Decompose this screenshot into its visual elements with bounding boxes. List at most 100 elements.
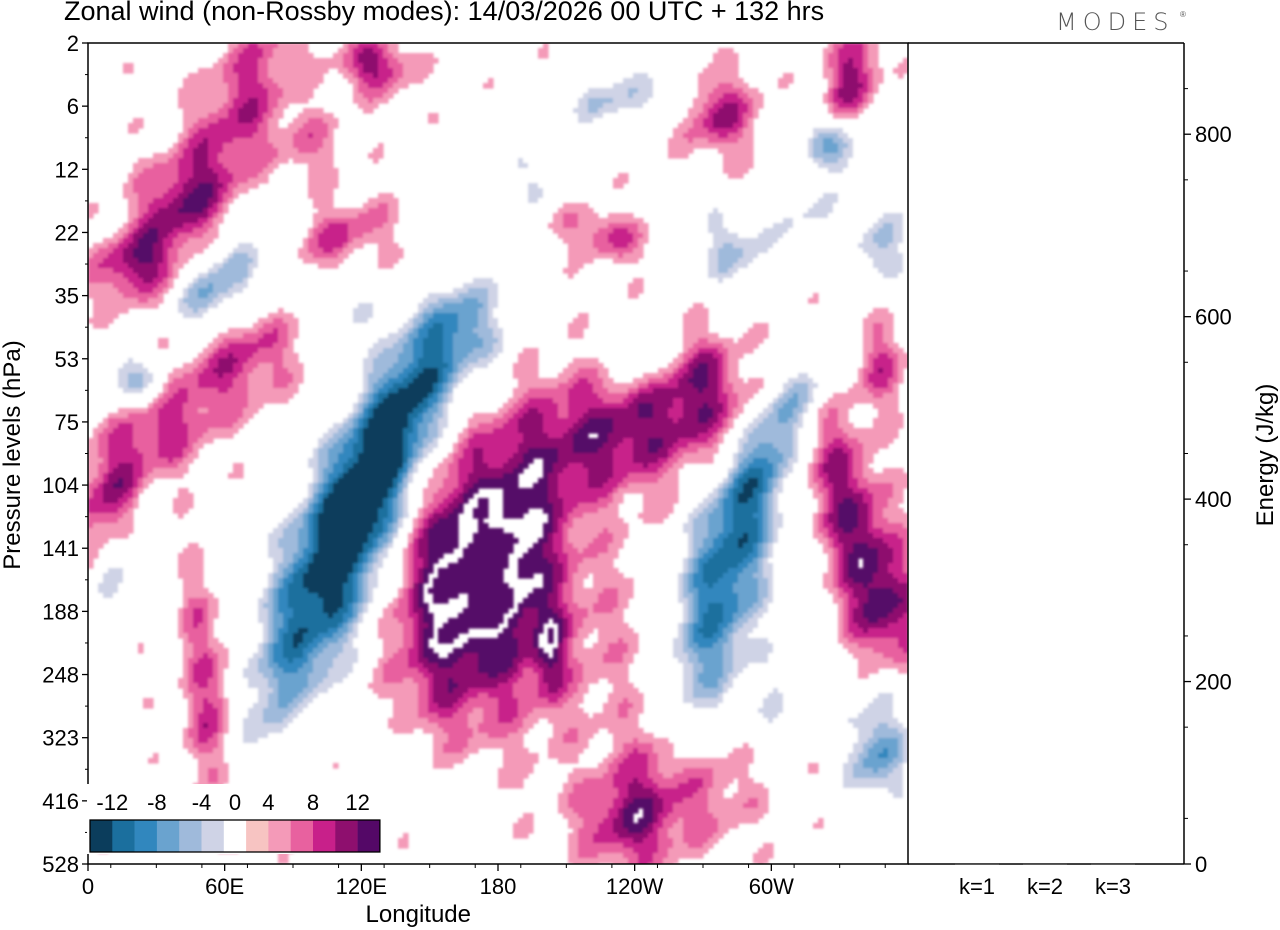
heatmap-cell [263, 483, 284, 489]
heatmap-cell [198, 378, 234, 384]
heatmap-cell [898, 368, 904, 374]
heatmap-cell [818, 178, 864, 184]
heatmap-cell [303, 563, 309, 569]
heatmap-cell [503, 513, 524, 519]
heatmap-cell [688, 623, 694, 629]
heatmap-cell [368, 348, 384, 354]
heatmap-cell [608, 693, 644, 699]
heatmap-cell [708, 798, 749, 804]
heatmap-cell [608, 328, 619, 334]
heatmap-cell [358, 568, 364, 574]
heatmap-cell [763, 483, 769, 489]
heatmap-cell [353, 448, 364, 454]
heatmap-cell [793, 428, 799, 434]
heatmap-cell [383, 398, 424, 404]
heatmap-cell [268, 543, 279, 549]
heatmap-cell [433, 493, 449, 499]
heatmap-cell [268, 593, 274, 599]
heatmap-cell [883, 273, 899, 279]
heatmap-cell [348, 623, 354, 629]
heatmap-cell [263, 673, 274, 679]
heatmap-cell [433, 693, 464, 699]
heatmap-cell [88, 528, 134, 534]
heatmap-cell [233, 253, 249, 259]
heatmap-cell [423, 533, 429, 539]
heatmap-cell [348, 603, 354, 609]
heatmap-cell [413, 643, 419, 649]
heatmap-cell [863, 383, 874, 389]
heatmap-cell [698, 338, 709, 344]
heatmap-cell [673, 623, 679, 629]
heatmap-cell [383, 653, 394, 659]
heatmap-cell [683, 613, 689, 619]
heatmap-cell [753, 558, 759, 564]
heatmap-cell [863, 583, 869, 589]
heatmap-cell [553, 733, 564, 739]
heatmap-cell [278, 683, 309, 689]
heatmap-cell [868, 738, 879, 744]
heatmap-cell [323, 503, 384, 509]
heatmap-cell [378, 548, 384, 554]
heatmap-cell [513, 388, 529, 394]
heatmap-cell [138, 648, 144, 654]
heatmap-cell [693, 103, 704, 109]
heatmap-cell [703, 618, 724, 624]
heatmap-cell [773, 528, 779, 534]
heatmap-cell [573, 623, 584, 629]
heatmap-cell [473, 433, 524, 439]
heatmap-cell [693, 518, 709, 524]
heatmap-cell [433, 698, 459, 704]
heatmap-cell [728, 753, 754, 759]
heatmap-cell [308, 448, 314, 454]
heatmap-cell [563, 503, 579, 509]
heatmap-cell [393, 503, 399, 509]
heatmap-cell [573, 53, 589, 59]
heatmap-cell [613, 423, 714, 429]
heatmap-cell [483, 708, 499, 714]
heatmap-cell [693, 343, 724, 349]
heatmap-cell [828, 103, 834, 109]
heatmap-cell [443, 358, 454, 364]
heatmap-cell [568, 628, 574, 634]
heatmap-cell [193, 663, 214, 669]
heatmap-cell [413, 578, 419, 584]
heatmap-cell [128, 383, 144, 389]
heatmap-cell [373, 523, 384, 529]
heatmap-cell [713, 783, 729, 789]
heatmap-cell [178, 613, 184, 619]
heatmap-cell [568, 408, 589, 414]
heatmap-cell [173, 308, 179, 314]
heatmap-cell [848, 573, 874, 579]
heatmap-cell [673, 368, 679, 374]
heatmap-cell [873, 743, 899, 749]
heatmap-cell [573, 318, 589, 324]
heatmap-cell [688, 138, 694, 144]
heatmap-cell [698, 493, 709, 499]
heatmap-cell [388, 513, 394, 519]
heatmap-cell [318, 693, 334, 699]
heatmap-cell [868, 98, 874, 104]
heatmap-cell [628, 643, 639, 649]
heatmap-cell [568, 698, 584, 704]
heatmap-cell [268, 693, 279, 699]
heatmap-cell [233, 673, 244, 679]
heatmap-cell [623, 698, 629, 704]
heatmap-cell [318, 503, 324, 509]
heatmap-cell [308, 483, 314, 489]
heatmap-cell [858, 623, 889, 629]
heatmap-cell [528, 388, 569, 394]
heatmap-cell [128, 128, 139, 134]
heatmap-cell [133, 498, 139, 504]
heatmap-cell [853, 763, 864, 769]
heatmap-cell [348, 328, 399, 334]
heatmap-cell [263, 718, 284, 724]
heatmap-cell [268, 683, 279, 689]
heatmap-cell [898, 363, 908, 369]
heatmap-cell [828, 93, 834, 99]
heatmap-cell [103, 353, 144, 359]
heatmap-cell [903, 238, 908, 244]
heatmap-cell [568, 63, 589, 69]
heatmap-cell [193, 308, 199, 314]
heatmap-cell [318, 453, 329, 459]
heatmap-cell [563, 528, 569, 534]
